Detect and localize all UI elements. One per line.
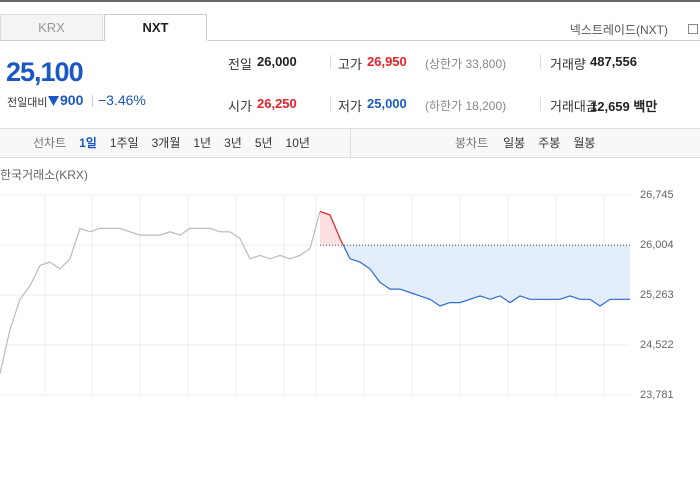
stat-value: 12,659 백만 — [590, 99, 658, 114]
market-name: 넥스트레이드(NXT) — [569, 23, 668, 37]
stat-label: 고가 — [338, 57, 362, 72]
rule — [208, 40, 700, 41]
period-button[interactable]: 1주일 — [109, 136, 139, 150]
stat-label: 거래량 — [550, 57, 586, 72]
tab[interactable]: KRX — [0, 14, 103, 40]
period-button[interactable]: 1일 — [79, 136, 97, 150]
divider — [540, 97, 541, 111]
rule — [0, 40, 104, 41]
period-button[interactable]: 10년 — [285, 136, 310, 150]
change-amount: 900 — [60, 92, 84, 108]
period-button[interactable]: 5년 — [254, 136, 273, 150]
stat-note: (상한가 33,800) — [425, 57, 507, 71]
period-button[interactable]: 3년 — [224, 136, 242, 150]
stat-label: 시가 — [228, 99, 252, 114]
period-button[interactable]: 일봉 — [503, 136, 526, 150]
stat-value: 26,000 — [257, 54, 297, 69]
down-arrow — [48, 96, 59, 106]
change-label: 전일대비 — [7, 97, 48, 109]
chart: 한국거래소(KRX) 26,745 26,004 25,263 24,522 23,78… — [0, 168, 674, 401]
stat-value: 25,000 — [367, 96, 407, 111]
period-button[interactable]: 1년 — [193, 136, 212, 150]
period-label: 선차트 — [33, 136, 67, 150]
divider — [540, 55, 541, 69]
y-tick-label: 26,745 — [640, 189, 674, 201]
tab[interactable]: NXT — [104, 14, 207, 41]
line-periods: 선차트 1일 1주일 3개월 1년 3년 5년 10년 — [33, 128, 310, 158]
period-label: 봉차트 — [455, 136, 489, 150]
top-rule — [0, 0, 700, 2]
line — [0, 211, 321, 374]
divider — [330, 97, 331, 111]
stat-value: 26,250 — [257, 96, 297, 111]
stat-value: 487,556 — [590, 54, 637, 69]
y-tick-label: 23,781 — [640, 389, 674, 401]
help-icon[interactable] — [688, 24, 698, 34]
stat-value: 26,950 — [367, 54, 407, 69]
chart-title: 한국거래소(KRX) — [0, 168, 88, 182]
change-percent: −3.46% — [98, 92, 146, 108]
stat-label: 저가 — [338, 99, 362, 114]
stat-note: (하한가 18,200) — [425, 99, 507, 113]
period-button[interactable]: 월봉 — [573, 136, 596, 150]
period-button[interactable]: 3개월 — [151, 136, 181, 150]
y-tick-label: 25,263 — [640, 289, 674, 301]
y-tick-label: 24,522 — [640, 339, 674, 351]
area-down — [343, 245, 630, 306]
stat-label: 전일 — [228, 57, 252, 72]
divider — [330, 55, 331, 69]
price: 25,100 — [6, 57, 84, 87]
line-down — [342, 245, 630, 307]
divider — [92, 95, 93, 107]
divider — [350, 128, 351, 158]
candle-periods: 봉차트 일봉 주봉 월봉 — [455, 128, 595, 158]
stat-label: 거래대금 — [550, 99, 598, 114]
period-button[interactable]: 주봉 — [538, 136, 561, 150]
y-tick-label: 26,004 — [640, 239, 674, 251]
